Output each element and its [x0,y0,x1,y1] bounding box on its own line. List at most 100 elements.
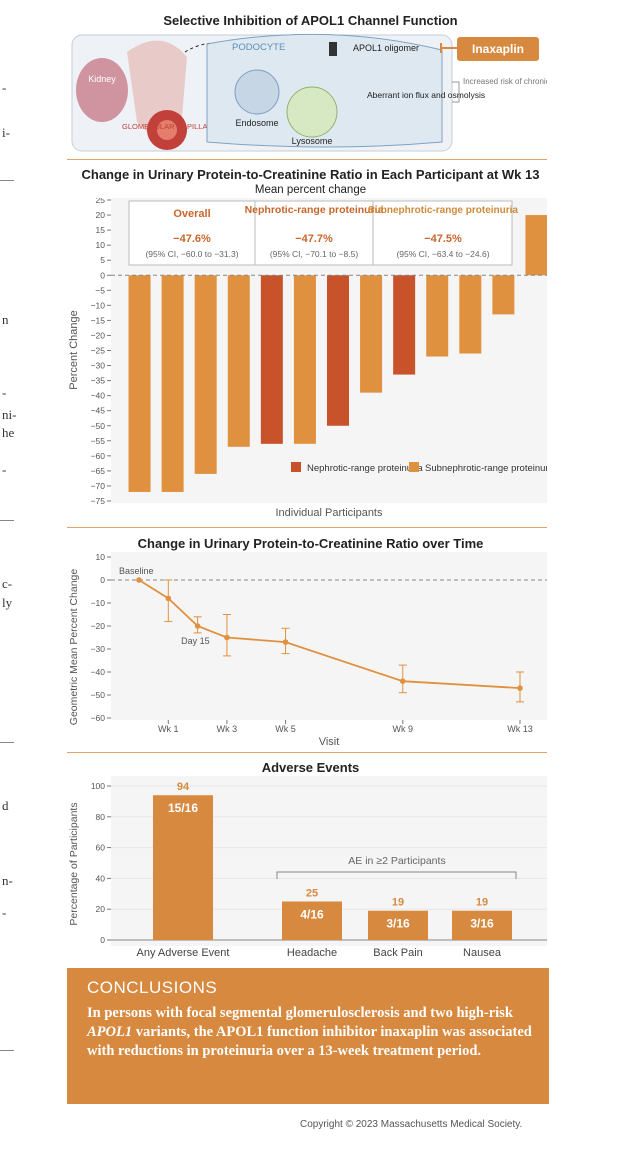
y-tick-label: 0 [100,575,105,585]
side-rule [0,742,14,743]
side-rule [0,520,14,521]
y-tick-label: −50 [91,690,106,700]
y-tick-label: −5 [95,285,105,295]
drug-label: Inaxaplin [472,42,524,56]
side-fragment: c- [2,576,13,591]
ae-value-label: 94 [177,781,190,793]
day15-annotation: Day 15 [181,636,210,646]
chart3-y-label: Percentage of Participants [68,802,80,925]
y-tick-label: −55 [91,436,106,446]
y-tick-label: −15 [91,315,106,325]
participant-bar [360,275,383,393]
legend-label: Nephrotic-range proteinuria [307,463,423,474]
y-tick-label: 40 [96,873,106,883]
y-tick-label: −65 [91,466,106,476]
podocyte-label: PODOCYTE [232,42,285,53]
participant-bar [161,275,184,492]
participant-bar-chart: 25 20 15 10 5 0 −5 −10 −15 −20 −25 −30 −35 −40 −45 −50 −… [68,198,547,519]
side-rule [0,180,14,181]
summary-ci: (95% CI, −60.0 to −31.3) [145,249,238,259]
participant-bar [327,275,349,426]
copyright: Copyright © 2023 Massachusetts Medical S… [300,1119,523,1130]
chart1-summary-box: Overall −47.6% (95% CI, −60.0 to −31.3) … [128,200,518,266]
ae-fraction-label: 3/16 [470,917,494,931]
y-tick-label: −30 [91,361,106,371]
participant-bar [227,275,250,447]
ae-fraction-label: 3/16 [386,917,410,931]
summary-label: Nephrotic-range proteinuria [245,204,384,216]
chart1-title: Change in Urinary Protein-to-Creatinine … [81,167,540,182]
ae-bracket [276,871,517,879]
adverse-events-chart: 100 80 60 40 20 0 94 15/16 Any Adverse Event 25 4… [68,776,547,959]
participant-bar [393,275,416,375]
y-tick-label: 5 [100,255,105,265]
y-tick-label: −10 [91,300,106,310]
chart3-title: Adverse Events [261,760,360,775]
side-fragment: - [2,905,7,920]
ae-bar [452,910,512,940]
y-tick-label: −60 [91,451,106,461]
conclusions-title: CONCLUSIONS [87,978,218,997]
ae-value-label: 19 [476,897,488,909]
x-tick-label: Wk 3 [217,724,238,734]
side-fragment: n- [2,873,13,888]
y-tick-label: −20 [91,330,106,340]
summary-label: Overall [173,208,210,220]
y-tick-label: −50 [91,421,106,431]
chart2-y-label: Geometric Mean Percent Change [68,569,80,726]
lysosome-label: Lysosome [292,136,333,146]
chart1-subtitle: Mean percent change [254,184,367,196]
side-fragment: - [2,462,7,477]
y-tick-label: −20 [91,621,106,631]
inaxaplin-box [457,37,539,61]
oligomer-icon [329,42,337,56]
ae-bar [153,795,213,940]
y-tick-label: 20 [96,904,106,914]
chart1-y-label: Percent Change [68,310,80,390]
legend-swatch-nephrotic [291,462,301,472]
summary-value: −47.7% [295,233,333,245]
summary-value: −47.6% [173,233,211,245]
ae-bar [368,910,428,940]
data-point [282,639,289,645]
y-tick-label: 60 [96,843,106,853]
time-line-chart: 10 0 −10 −20 −30 −40 −50 −60 Wk 1 Wk 3 Wk 5 Wk 9 Wk… [68,552,547,748]
y-tick-label: −40 [91,391,106,401]
conclusions-box: CONCLUSIONS In persons with focal segmen… [67,968,549,1104]
side-fragment: - [2,385,7,400]
chart2-title: Change in Urinary Protein-to-Creatinine … [137,536,484,551]
y-tick-label: −60 [91,713,106,723]
y-tick-label: 0 [100,935,105,945]
y-tick-label: 25 [96,198,106,205]
participant-bar [492,275,515,315]
y-tick-label: 0 [100,270,105,280]
conclusions-text: In persons with focal segmental glomerul… [87,1005,532,1059]
apol1-illustration: Kidney GLOMERULAR CAPILLARY PODOCYTE APO… [71,33,547,152]
data-point [136,577,142,583]
data-point [194,623,201,629]
risk-label: Increased risk of chronic kidney disease [463,77,547,86]
kidney-icon [76,58,128,122]
legend-swatch-subnephrotic [409,462,419,472]
baseline-annotation: Baseline [119,566,154,576]
y-tick-label: 100 [91,781,105,791]
y-tick-label: 10 [96,552,106,562]
participant-bar [426,275,449,357]
participant-bar [459,275,482,354]
summary-ci: (95% CI, −63.4 to −24.6) [396,249,489,259]
y-tick-label: −40 [91,667,106,677]
y-tick-label: −35 [91,376,106,386]
chart2-x-label: Visit [319,736,340,748]
y-tick-label: 15 [96,225,106,235]
summary-value: −47.5% [424,233,462,245]
y-tick-label: −30 [91,644,106,654]
ae-value-label: 25 [306,888,318,900]
data-point [517,685,523,691]
section-rule [67,527,547,528]
aberrant-label: Aberrant ion flux and osmolysis [367,90,485,100]
participant-bar [525,215,547,276]
y-tick-label: 20 [96,210,106,220]
participant-bar [293,275,316,444]
legend-label: Subnephrotic-range proteinuria [425,463,547,474]
chart1-x-label: Individual Participants [275,507,383,519]
